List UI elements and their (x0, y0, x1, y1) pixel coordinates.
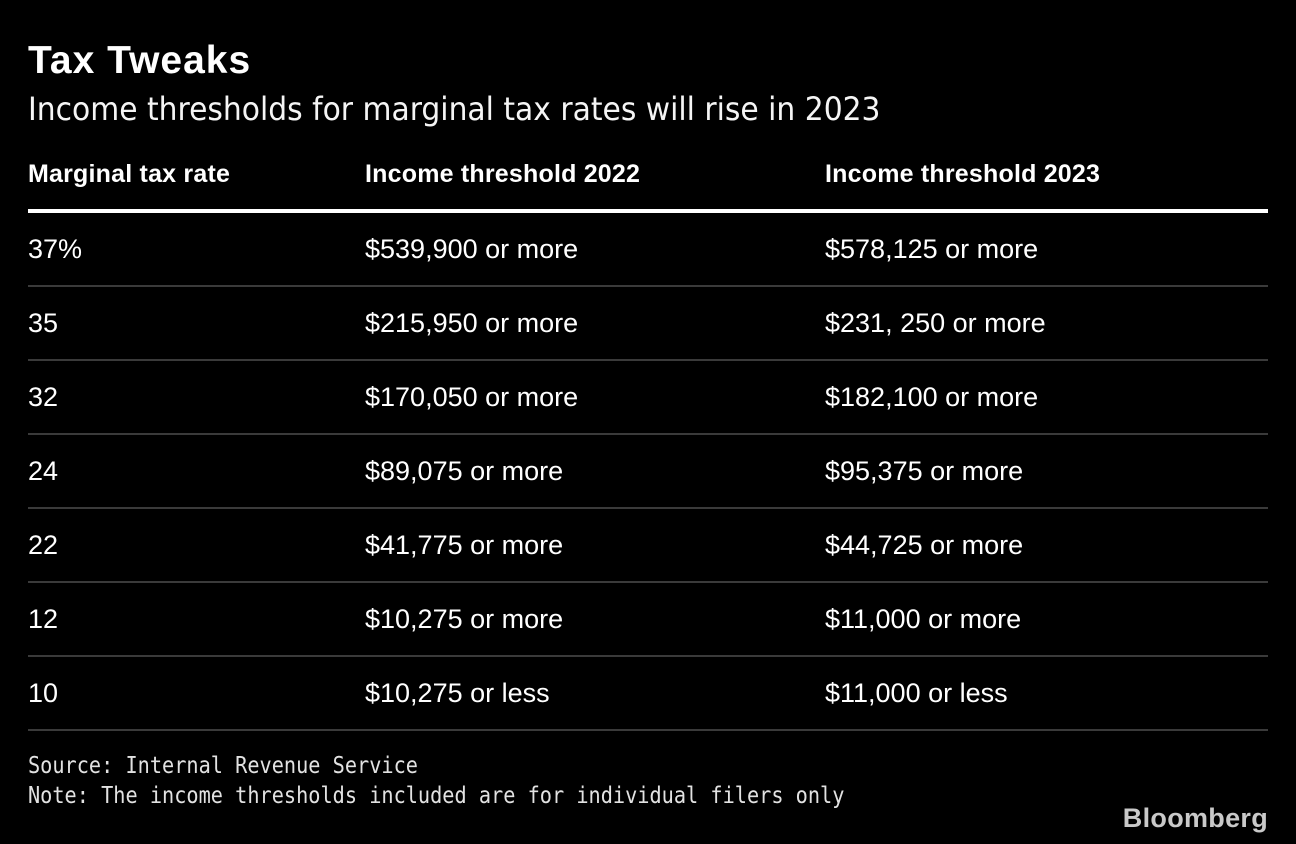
cell-threshold-2023: $578,125 or more (825, 233, 1039, 264)
cell-threshold-2022: $89,075 or more (365, 455, 564, 486)
tax-threshold-table: Marginal tax rate Income threshold 2022 … (28, 160, 1268, 731)
table-row: 32 $170,050 or more $182,100 or more (28, 361, 1268, 435)
cell-rate: 37% (28, 233, 83, 264)
cell-threshold-2023: $11,000 or less (825, 677, 1008, 708)
cell-rate: 12 (28, 603, 59, 634)
cell-threshold-2023: $11,000 or more (825, 603, 1022, 634)
cell-threshold-2023: $44,725 or more (825, 529, 1024, 560)
column-header-marginal-tax-rate: Marginal tax rate (28, 160, 231, 188)
table-row: 12 $10,275 or more $11,000 or more (28, 583, 1268, 657)
cell-threshold-2022: $170,050 or more (365, 381, 579, 412)
table-row: 10 $10,275 or less $11,000 or less (28, 657, 1268, 731)
cell-threshold-2023: $95,375 or more (825, 455, 1024, 486)
content-area: Tax Tweaks Income thresholds for margina… (28, 39, 1268, 811)
cell-threshold-2022: $215,950 or more (365, 307, 579, 338)
cell-threshold-2022: $41,775 or more (365, 529, 564, 560)
source-line: Source: Internal Revenue Service (28, 753, 418, 779)
table-row: 35 $215,950 or more $231, 250 or more (28, 287, 1268, 361)
page-subtitle: Income thresholds for marginal tax rates… (28, 90, 881, 128)
note-line: Note: The income thresholds included are… (28, 783, 845, 809)
table-header-row: Marginal tax rate Income threshold 2022 … (28, 160, 1268, 213)
page-title: Tax Tweaks (28, 39, 252, 82)
bloomberg-logo: Bloomberg (1122, 803, 1268, 833)
cell-threshold-2022: $10,275 or less (365, 677, 550, 708)
cell-rate: 32 (28, 381, 59, 412)
table-row: 37% $539,900 or more $578,125 or more (28, 213, 1268, 287)
cell-threshold-2022: $539,900 or more (365, 233, 579, 264)
cell-rate: 24 (28, 455, 59, 486)
cell-rate: 22 (28, 529, 59, 560)
cell-rate: 10 (28, 677, 59, 708)
footer: Source: Internal Revenue Service Note: T… (28, 751, 1119, 811)
cell-threshold-2022: $10,275 or more (365, 603, 564, 634)
table-row: 24 $89,075 or more $95,375 or more (28, 435, 1268, 509)
cell-threshold-2023: $231, 250 or more (825, 307, 1046, 338)
cell-rate: 35 (28, 307, 59, 338)
cell-threshold-2023: $182,100 or more (825, 381, 1039, 412)
column-header-income-threshold-2022: Income threshold 2022 (365, 160, 641, 188)
column-header-income-threshold-2023: Income threshold 2023 (825, 160, 1101, 188)
table-row: 22 $41,775 or more $44,725 or more (28, 509, 1268, 583)
